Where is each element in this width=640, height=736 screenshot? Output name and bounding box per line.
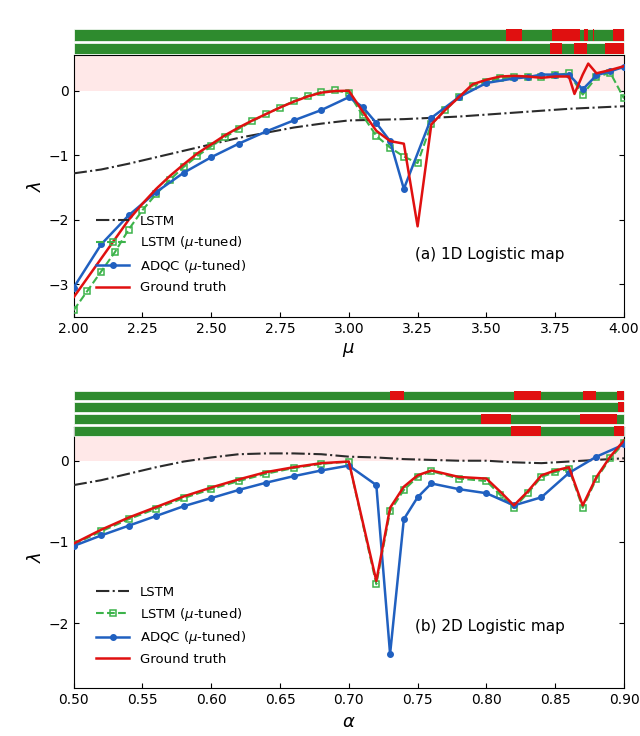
Bar bbox=[390, 391, 404, 400]
Text: (b) 2D Logistic map: (b) 2D Logistic map bbox=[415, 619, 564, 634]
X-axis label: $\alpha$: $\alpha$ bbox=[342, 712, 356, 731]
Legend: LSTM, LSTM ($\mu$-tuned), ADQC ($\mu$-tuned), Ground truth: LSTM, LSTM ($\mu$-tuned), ADQC ($\mu$-tu… bbox=[92, 209, 252, 300]
Bar bbox=[74, 43, 624, 54]
Legend: LSTM, LSTM ($\mu$-tuned), ADQC ($\mu$-tuned), Ground truth: LSTM, LSTM ($\mu$-tuned), ADQC ($\mu$-tu… bbox=[92, 581, 252, 671]
Bar bbox=[582, 391, 596, 400]
Bar bbox=[605, 43, 624, 54]
Bar bbox=[514, 391, 541, 400]
Y-axis label: $\lambda$: $\lambda$ bbox=[28, 180, 45, 192]
Y-axis label: $\lambda$: $\lambda$ bbox=[28, 551, 45, 563]
Bar bbox=[74, 403, 624, 412]
X-axis label: $\mu$: $\mu$ bbox=[342, 342, 355, 359]
Bar bbox=[74, 427, 624, 461]
Bar bbox=[550, 43, 562, 54]
Bar bbox=[511, 426, 541, 436]
Bar bbox=[552, 29, 580, 40]
Bar bbox=[74, 414, 624, 424]
Text: (a) 1D Logistic map: (a) 1D Logistic map bbox=[415, 247, 564, 262]
Bar bbox=[575, 43, 587, 54]
Bar bbox=[481, 414, 511, 424]
Bar bbox=[617, 391, 624, 400]
Bar bbox=[618, 403, 624, 412]
Bar bbox=[580, 414, 617, 424]
Bar bbox=[74, 391, 624, 400]
Bar bbox=[74, 55, 624, 91]
Bar bbox=[613, 29, 624, 40]
Bar bbox=[74, 426, 624, 436]
Bar bbox=[506, 29, 522, 40]
Bar bbox=[593, 29, 595, 40]
Bar bbox=[614, 426, 624, 436]
Bar bbox=[584, 29, 588, 40]
Bar bbox=[74, 29, 624, 40]
